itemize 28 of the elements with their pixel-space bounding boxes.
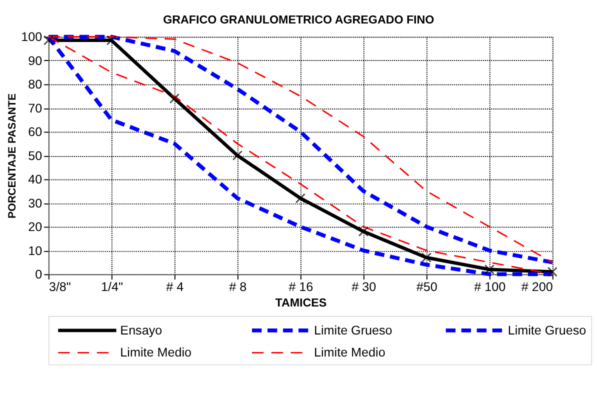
chart-title: GRAFICO GRANULOMETRICO AGREGADO FINO: [163, 14, 434, 27]
x-tick-label: # 200: [521, 280, 553, 294]
y-axis-title: PORCENTAJE PASANTE: [6, 93, 18, 219]
legend-label: Limite Medio: [120, 346, 192, 360]
x-tick-label: # 100: [474, 280, 506, 294]
x-tick-label: 1/4": [100, 280, 123, 294]
y-tick-label: 100: [21, 30, 42, 44]
legend-label: Ensayo: [120, 323, 162, 338]
x-tick-label: 3/8": [48, 280, 71, 294]
x-tick-label: # 4: [166, 280, 184, 294]
legend-label: Limite Medio: [314, 346, 386, 360]
x-tick-label: #50: [416, 280, 438, 294]
y-tick-label: 30: [28, 196, 42, 210]
y-tick-label: 10: [28, 244, 42, 258]
y-tick-label: 20: [28, 220, 42, 234]
legend-label: Limite Grueso: [508, 323, 586, 338]
y-tick-label: 0: [35, 268, 42, 282]
y-tick-label: 70: [28, 101, 42, 116]
y-tick-label: 60: [28, 125, 42, 140]
x-axis-title: TAMICES: [275, 296, 327, 310]
y-tick-label: 50: [28, 148, 42, 163]
y-tick-label: 40: [28, 172, 42, 187]
x-tick-label: # 16: [288, 280, 314, 294]
y-tick-label: 90: [28, 54, 42, 68]
x-tick-label: # 8: [229, 280, 247, 294]
x-tick-label: # 30: [352, 280, 376, 294]
y-tick-label: 80: [28, 78, 42, 92]
legend-label: Limite Grueso: [314, 323, 392, 338]
